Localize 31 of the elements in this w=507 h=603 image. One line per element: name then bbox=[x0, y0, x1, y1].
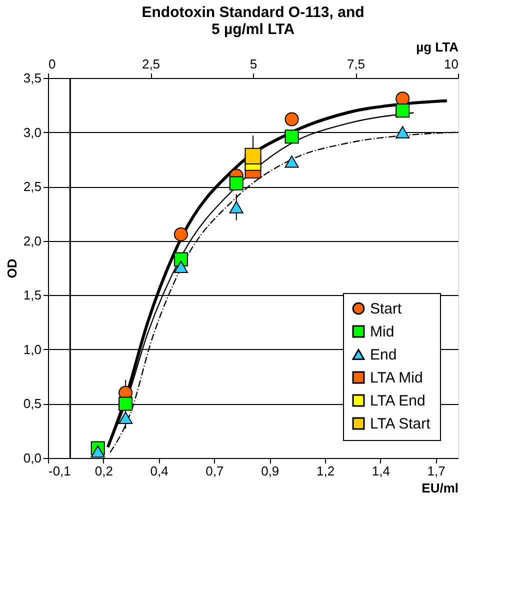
y-tick-label: 3,0 bbox=[23, 124, 42, 140]
legend-label: LTA End bbox=[370, 392, 426, 410]
x-tick-label: 0,4 bbox=[150, 464, 168, 478]
x2-tick-label: 10 bbox=[444, 56, 458, 72]
x-tick-label: 0,2 bbox=[94, 464, 113, 478]
y-tick-label: 2,0 bbox=[23, 233, 42, 248]
y-tick-label: 0,5 bbox=[23, 396, 42, 412]
y-tick-label: 0,0 bbox=[23, 450, 42, 466]
x2-tick-label: 7,5 bbox=[346, 56, 366, 72]
x-tick-label: 1,2 bbox=[316, 464, 335, 478]
legend-label: End bbox=[370, 346, 397, 364]
y-tick-label: 3,5 bbox=[23, 70, 42, 86]
chart-title: Endotoxin Standard O-113, and 5 µg/ml LTA bbox=[142, 4, 364, 38]
x-tick-label: 1,4 bbox=[372, 464, 390, 478]
legend-label: LTA Start bbox=[370, 416, 432, 432]
x2-axis-title: µg LTA bbox=[416, 40, 460, 54]
y-tick-label: 1,0 bbox=[23, 342, 42, 357]
x-tick-label: 0,7 bbox=[206, 464, 224, 478]
x2-tick-label: 5 bbox=[250, 56, 258, 72]
legend-label: LTA Mid bbox=[370, 370, 423, 386]
y-tick-label: 1,5 bbox=[23, 288, 42, 303]
legend-label: Start bbox=[370, 300, 403, 318]
x-axis-title: EU/ml bbox=[422, 480, 458, 496]
x-tick-label: 0,9 bbox=[261, 464, 280, 478]
legend-label: Mid bbox=[370, 324, 394, 340]
x-tick-label: 1,7 bbox=[427, 464, 446, 478]
x-tick-label: -0,1 bbox=[48, 464, 71, 478]
x2-tick-label: 0 bbox=[48, 56, 56, 72]
y-axis-title: OD bbox=[4, 258, 20, 278]
y-tick-label: 2,5 bbox=[23, 179, 42, 194]
x2-tick-label: 2,5 bbox=[142, 56, 160, 72]
